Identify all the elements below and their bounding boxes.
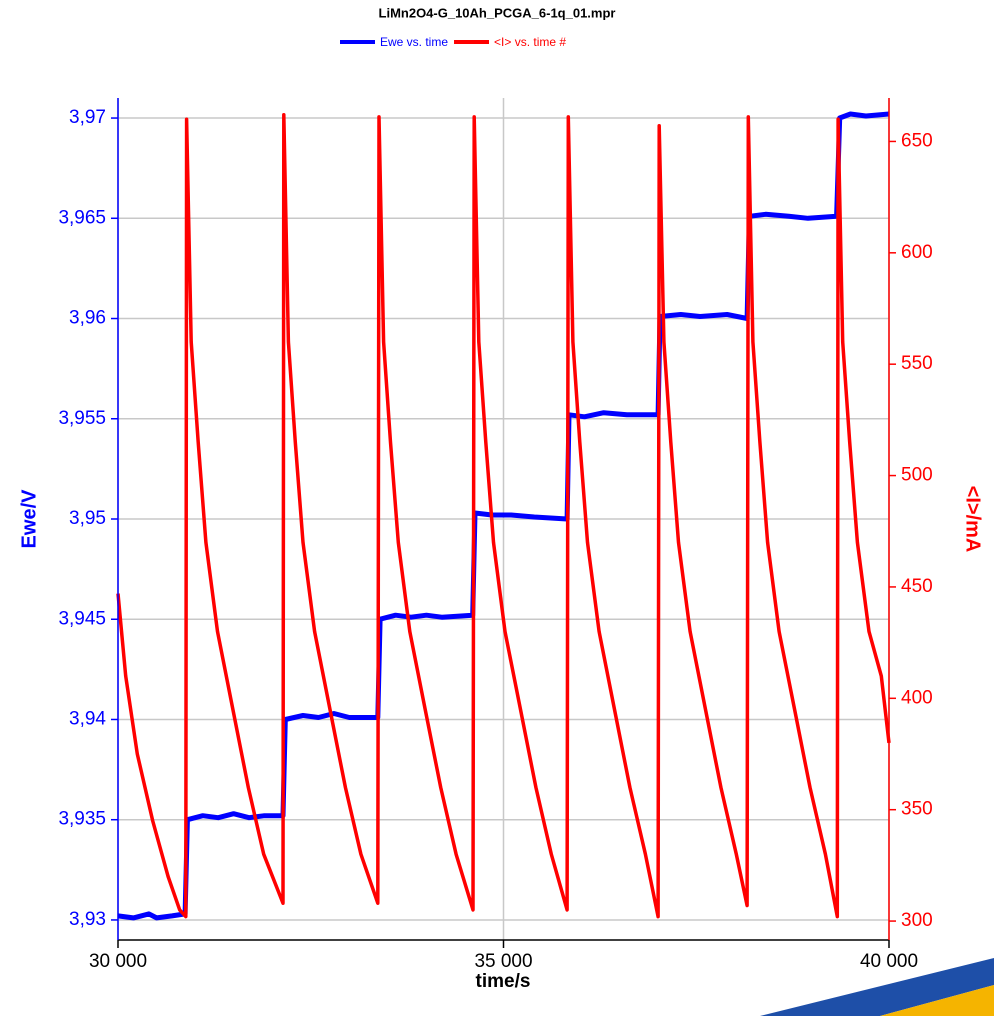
y2-tick-label: 350 bbox=[901, 799, 933, 820]
y-tick-label: 3,96 bbox=[69, 308, 106, 329]
y2-tick-label: 400 bbox=[901, 687, 933, 708]
y-axis-label: Ewe/V bbox=[18, 489, 40, 549]
y-tick-label: 3,935 bbox=[58, 809, 106, 830]
x-tick-label: 30 000 bbox=[89, 951, 147, 972]
y2-axis-label: <I>/mA bbox=[962, 486, 984, 553]
y-tick-label: 3,945 bbox=[58, 608, 106, 629]
data-line bbox=[116, 112, 891, 919]
chart-title: LiMn2O4-G_10Ah_PCGA_6-1q_01.mpr bbox=[379, 5, 616, 20]
y2-tick-label: 300 bbox=[901, 910, 933, 931]
y2-tick-label: 550 bbox=[901, 353, 933, 374]
y2-tick-label: 600 bbox=[901, 242, 933, 263]
y2-tick-label: 500 bbox=[901, 465, 933, 486]
y-tick-label: 3,95 bbox=[69, 508, 106, 529]
decoration bbox=[880, 985, 994, 1016]
legend-label: <I> vs. time # bbox=[494, 35, 566, 49]
legend-label: Ewe vs. time bbox=[380, 35, 448, 49]
y-tick-label: 3,97 bbox=[69, 107, 106, 128]
y-tick-label: 3,955 bbox=[58, 408, 106, 429]
y2-tick-label: 450 bbox=[901, 576, 933, 597]
y2-tick-label: 650 bbox=[901, 130, 933, 151]
decoration bbox=[760, 958, 994, 1016]
x-tick-label: 35 000 bbox=[474, 951, 532, 972]
y-tick-label: 3,965 bbox=[58, 207, 106, 228]
x-axis-label: time/s bbox=[476, 971, 531, 992]
y-tick-label: 3,94 bbox=[69, 708, 106, 729]
y-tick-label: 3,93 bbox=[69, 909, 106, 930]
x-tick-label: 40 000 bbox=[860, 951, 918, 972]
